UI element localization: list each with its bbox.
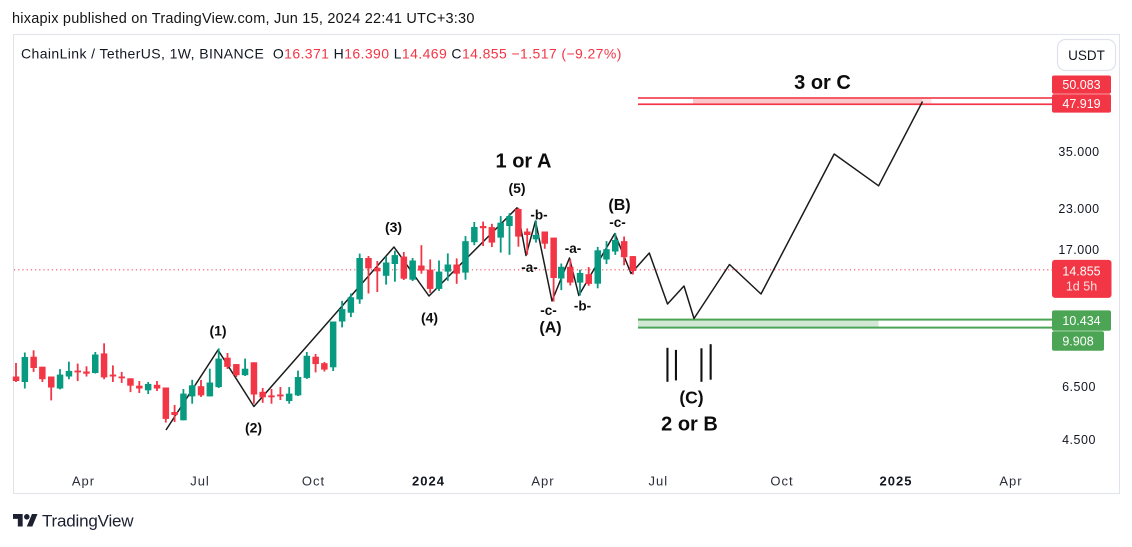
- svg-text:3 or C: 3 or C: [794, 72, 851, 94]
- svg-text:(C): (C): [679, 388, 703, 408]
- svg-text:50.083: 50.083: [1062, 78, 1100, 92]
- svg-text:14.855: 14.855: [1062, 265, 1100, 279]
- svg-text:(5): (5): [508, 180, 525, 196]
- svg-text:-c-: -c-: [540, 303, 557, 318]
- svg-text:-b-: -b-: [530, 208, 547, 223]
- svg-text:1 or A: 1 or A: [496, 151, 552, 173]
- svg-text:TradingView: TradingView: [42, 511, 134, 530]
- svg-text:Apr: Apr: [999, 474, 1022, 489]
- svg-text:4.500: 4.500: [1062, 433, 1096, 447]
- svg-text:6.500: 6.500: [1062, 380, 1096, 394]
- svg-text:(4): (4): [421, 310, 438, 326]
- svg-text:Apr: Apr: [72, 474, 95, 489]
- svg-text:Oct: Oct: [302, 474, 325, 489]
- svg-text:(2): (2): [245, 420, 262, 436]
- svg-text:-c-: -c-: [609, 215, 626, 230]
- svg-text:35.000: 35.000: [1058, 145, 1099, 159]
- svg-text:2024: 2024: [412, 474, 445, 489]
- svg-text:47.919: 47.919: [1062, 97, 1100, 111]
- svg-text:hixapix published on TradingVi: hixapix published on TradingView.com, Ju…: [12, 11, 475, 27]
- svg-text:ChainLink / TetherUS, 1W, BINA: ChainLink / TetherUS, 1W, BINANCE O16.37…: [21, 46, 622, 62]
- svg-text:Apr: Apr: [531, 474, 554, 489]
- svg-text:17.000: 17.000: [1058, 243, 1099, 257]
- svg-text:-a-: -a-: [521, 260, 538, 275]
- svg-text:(1): (1): [209, 323, 226, 339]
- svg-text:Jul: Jul: [190, 474, 210, 489]
- svg-text:-a-: -a-: [565, 241, 582, 256]
- svg-text:9.908: 9.908: [1062, 335, 1093, 349]
- svg-text:10.434: 10.434: [1062, 314, 1100, 328]
- svg-text:-b-: -b-: [574, 299, 591, 314]
- svg-text:Oct: Oct: [770, 474, 793, 489]
- svg-text:(B): (B): [608, 197, 630, 214]
- svg-text:Jul: Jul: [648, 474, 668, 489]
- svg-text:2 or B: 2 or B: [661, 414, 718, 436]
- svg-text:(A): (A): [539, 319, 561, 336]
- svg-text:23.000: 23.000: [1058, 202, 1099, 216]
- svg-text:USDT: USDT: [1068, 48, 1105, 63]
- svg-text:2025: 2025: [880, 474, 913, 489]
- svg-text:1d 5h: 1d 5h: [1066, 279, 1097, 293]
- svg-text:(3): (3): [385, 219, 402, 235]
